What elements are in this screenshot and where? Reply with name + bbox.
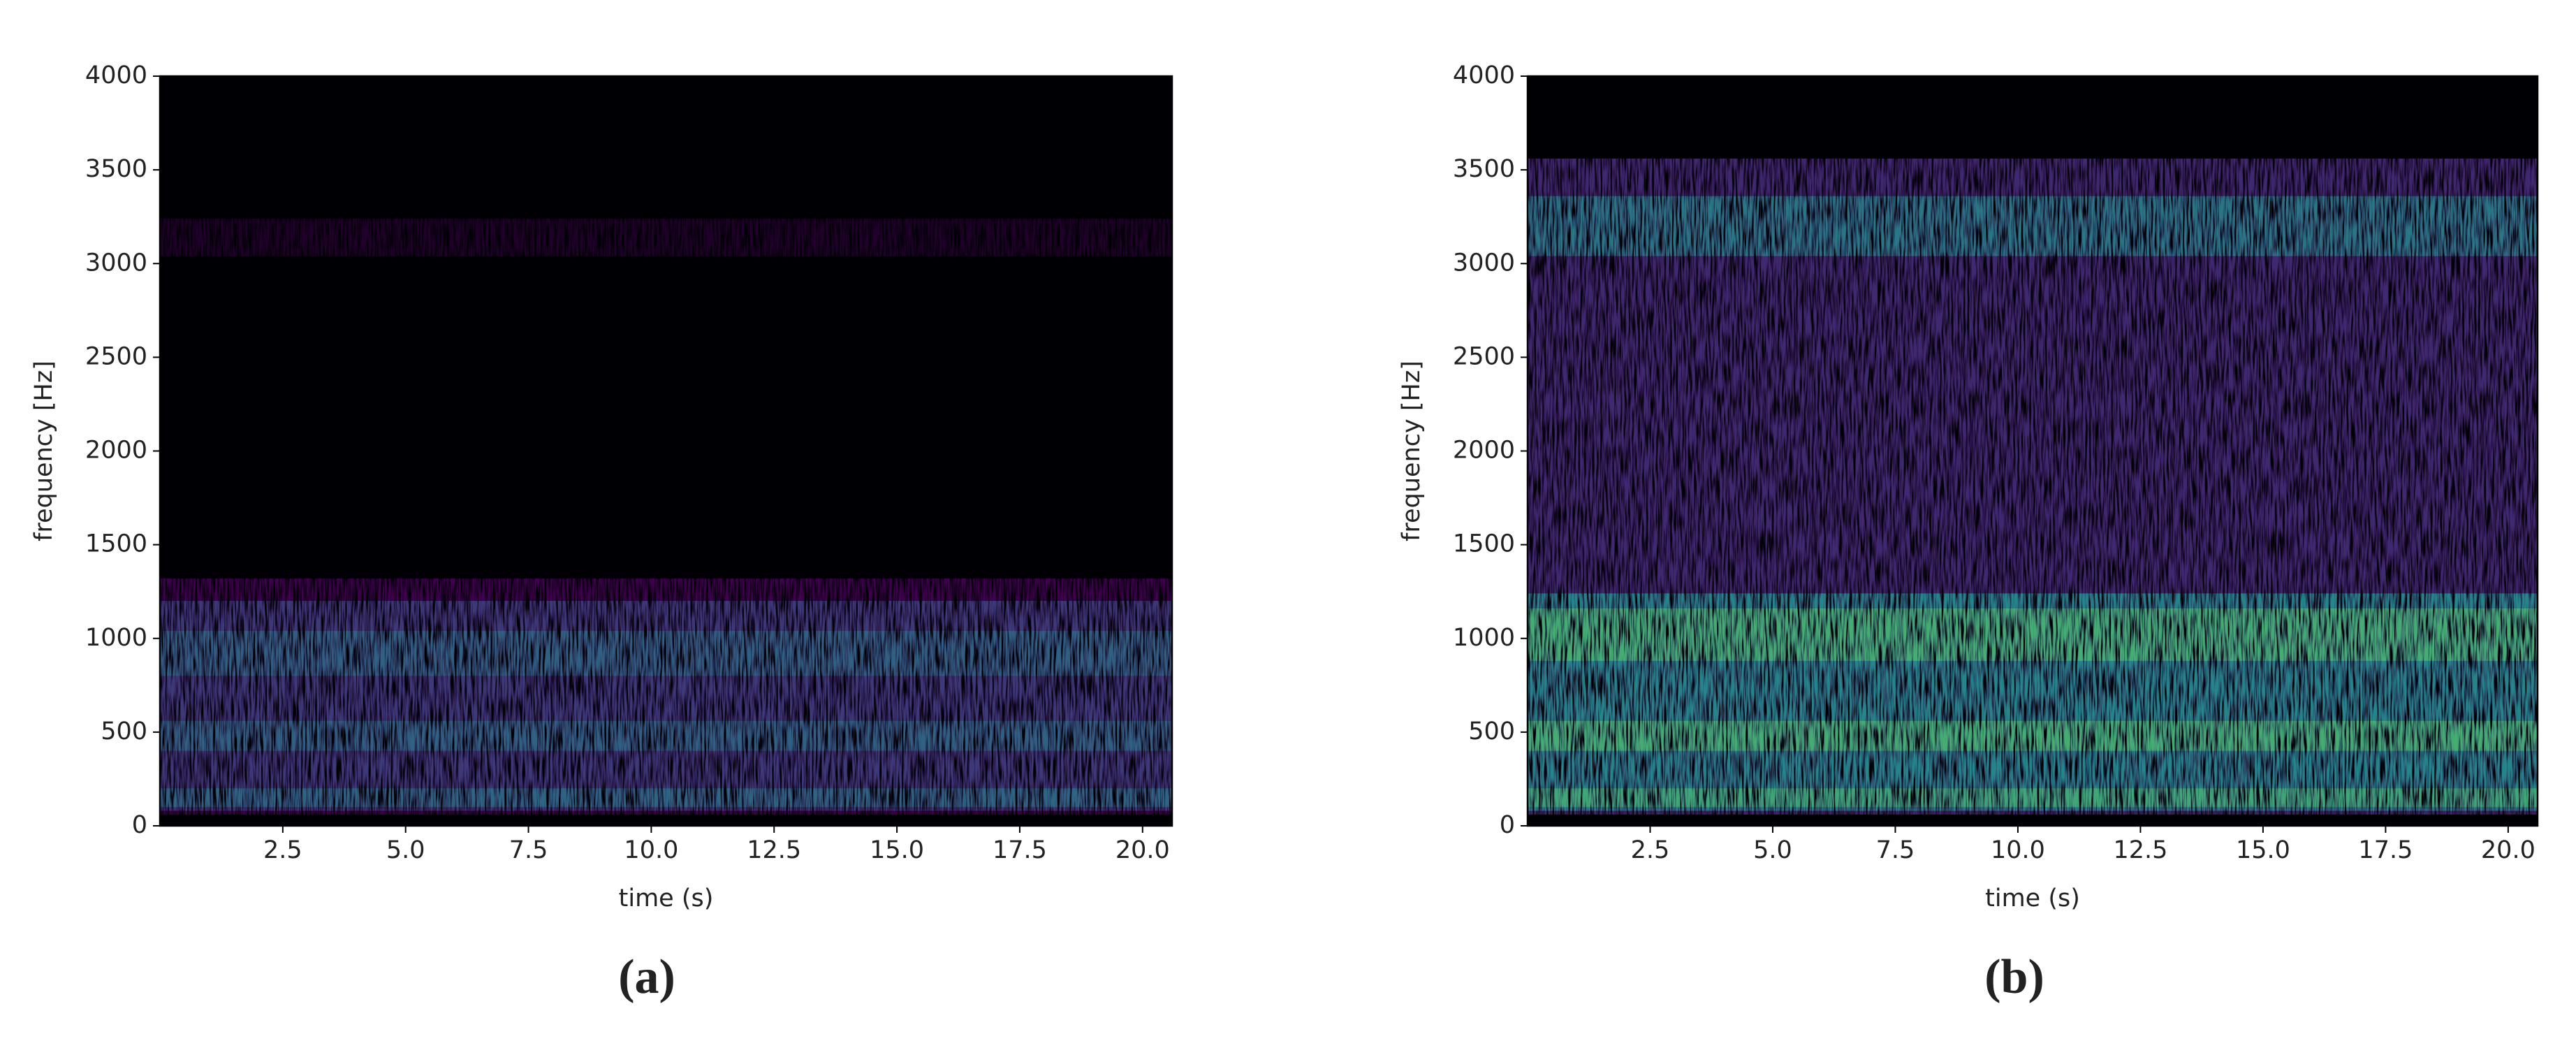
x-tick-label: 20.0 (2481, 836, 2535, 864)
x-axis-label: time (s) (1985, 885, 2080, 912)
y-tick-label: 3500 (85, 155, 147, 183)
caption: (b) (1984, 950, 2044, 1004)
x-tick-label: 20.0 (1115, 836, 1170, 864)
spectrogram-band (1528, 788, 2538, 808)
x-tick-label: 12.5 (747, 836, 801, 864)
x-tick-label: 10.0 (1991, 836, 2045, 864)
x-tick-label: 17.5 (993, 836, 1047, 864)
y-tick-label: 4000 (1453, 61, 1515, 89)
x-tick-label: 7.5 (509, 836, 548, 864)
y-tick-label: 1500 (85, 530, 147, 558)
spectrogram-band (160, 218, 1172, 256)
panel: 2.5 5.0 7.5 10.0 12.5 15.0 17.5 20.0 0 500 1000 150… (30, 61, 1173, 1004)
y-tick-label: 1500 (1453, 530, 1515, 558)
y-tick-label: 4000 (85, 61, 147, 89)
spectrogram-band (1528, 196, 2538, 256)
x-tick-label: 5.0 (386, 836, 425, 864)
x-tick-label: 15.0 (2236, 836, 2290, 864)
y-tick-label: 2500 (85, 342, 147, 370)
y-tick-label: 2000 (1453, 437, 1515, 465)
y-tick-label: 500 (1468, 718, 1515, 745)
y-tick-label: 0 (132, 811, 147, 839)
panel: 2.5 5.0 7.5 10.0 12.5 15.0 17.5 20.0 0 500 1000 150… (1398, 61, 2539, 1004)
x-tick-label: 7.5 (1876, 836, 1915, 864)
spectrogram-band (160, 720, 1172, 751)
caption: (a) (618, 950, 675, 1004)
spectrogram-band (1528, 608, 2538, 661)
y-axis-label: frequency [Hz] (30, 361, 58, 541)
y-tick-label: 0 (1500, 811, 1515, 839)
spectrogram-band (160, 631, 1172, 676)
spectrogram-floor (160, 814, 1172, 826)
x-tick-label: 10.0 (624, 836, 678, 864)
y-tick-label: 3000 (85, 249, 147, 277)
x-tick-label: 12.5 (2113, 836, 2167, 864)
y-tick-label: 1000 (1453, 624, 1515, 652)
x-tick-label: 5.0 (1753, 836, 1792, 864)
spectrogram-floor (1528, 814, 2538, 826)
x-axis-label: time (s) (619, 885, 714, 912)
spectrogram-band (1528, 720, 2538, 751)
y-axis-label: frequency [Hz] (1398, 361, 1426, 541)
x-tick-label: 2.5 (263, 836, 302, 864)
y-tick-label: 1000 (85, 624, 147, 652)
x-tick-label: 15.0 (870, 836, 924, 864)
y-tick-label: 2000 (85, 437, 147, 465)
spectrogram-band (160, 788, 1172, 808)
y-tick-label: 2500 (1453, 342, 1515, 370)
x-tick-label: 2.5 (1631, 836, 1670, 864)
y-tick-label: 500 (101, 718, 147, 745)
y-tick-label: 3500 (1453, 155, 1515, 183)
x-tick-label: 17.5 (2358, 836, 2413, 864)
y-tick-label: 3000 (1453, 249, 1515, 277)
